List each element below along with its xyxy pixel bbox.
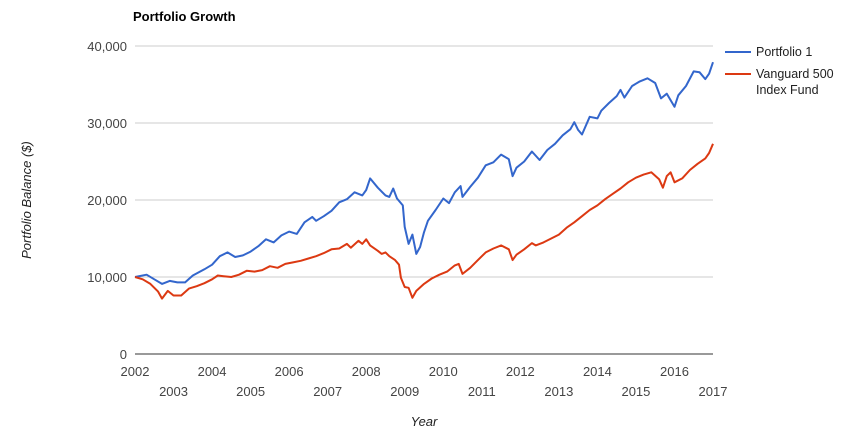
x-tick-label: 2008 xyxy=(352,364,381,379)
series-line-2 xyxy=(134,143,714,300)
x-tick-label: 2010 xyxy=(429,364,458,379)
series-line-1 xyxy=(134,61,714,285)
x-tick-label: 2006 xyxy=(275,364,304,379)
grid xyxy=(135,45,713,278)
x-tick-label: 2016 xyxy=(660,364,689,379)
x-tick-label: 2003 xyxy=(159,384,188,399)
x-tick-label: 2005 xyxy=(236,384,265,399)
y-axis-title: Portfolio Balance ($) xyxy=(19,141,34,259)
x-axis-ticks: 2002 2003 2004 2005 2006 2007 2008 2009 2010 2011… xyxy=(121,364,728,399)
x-tick-label: 2014 xyxy=(583,364,612,379)
x-tick-label: 2013 xyxy=(544,384,573,399)
y-tick-label: 10,000 xyxy=(87,270,127,285)
x-tick-label: 2011 xyxy=(468,384,496,399)
y-tick-label: 20,000 xyxy=(87,193,127,208)
x-tick-label: 2007 xyxy=(313,384,342,399)
x-axis-title: Year xyxy=(411,414,438,429)
legend-label-2: Vanguard 500 Index Fund xyxy=(756,67,834,97)
x-tick-label: 2017 xyxy=(699,384,728,399)
x-tick-label: 2012 xyxy=(506,364,535,379)
x-tick-label: 2004 xyxy=(198,364,227,379)
series-lines xyxy=(134,61,714,300)
x-tick-label: 2002 xyxy=(121,364,150,379)
chart-title: Portfolio Growth xyxy=(133,9,236,24)
y-axis-ticks: 0 10,000 20,000 30,000 40,000 xyxy=(87,39,127,362)
legend-label-1: Portfolio 1 xyxy=(756,45,812,59)
y-tick-label: 30,000 xyxy=(87,116,127,131)
y-tick-label: 40,000 xyxy=(87,39,127,54)
x-tick-label: 2015 xyxy=(621,384,650,399)
legend: Portfolio 1 Vanguard 500 Index Fund xyxy=(725,45,834,97)
x-tick-label: 2009 xyxy=(390,384,419,399)
y-tick-label: 0 xyxy=(120,347,127,362)
